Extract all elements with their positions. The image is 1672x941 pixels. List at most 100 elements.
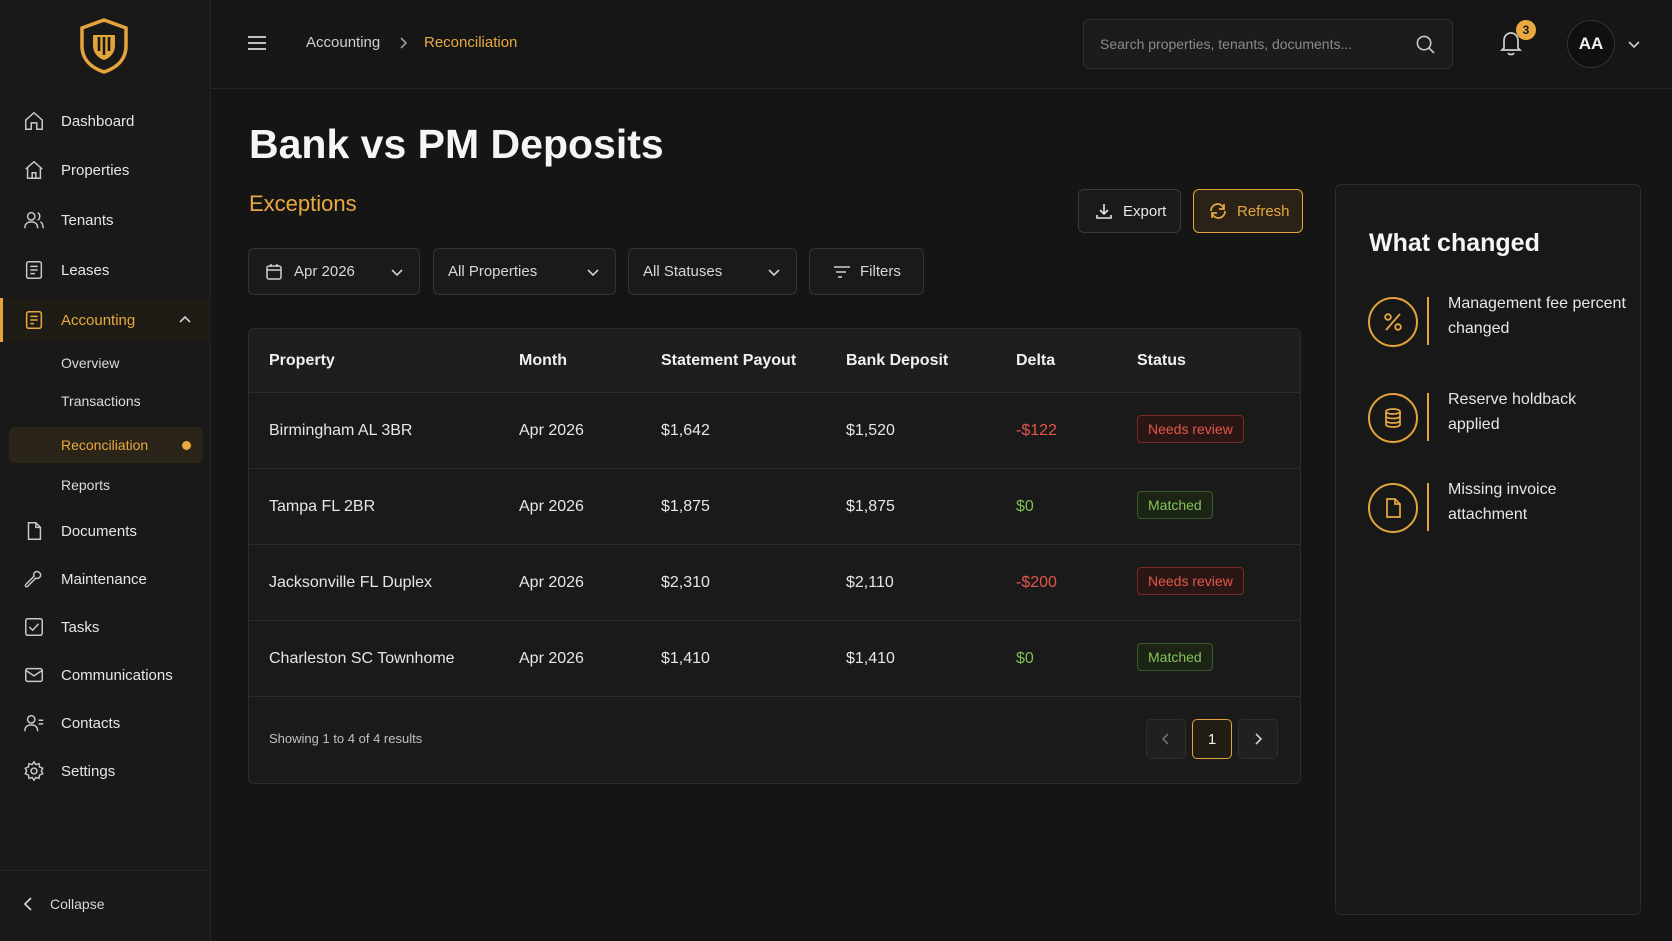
sidebar-item-settings[interactable]: Settings (0, 749, 211, 793)
section-title: Exceptions (249, 191, 357, 216)
percent-icon (1368, 297, 1418, 347)
notification-badge: 3 (1516, 20, 1536, 40)
filters-label: Filters (860, 263, 901, 280)
chevron-down-icon (389, 264, 405, 280)
statuses-select[interactable]: All Statuses (628, 248, 797, 295)
cell-property: Birmingham AL 3BR (269, 422, 413, 439)
bell-icon[interactable] (1498, 29, 1524, 57)
prev-page-button[interactable] (1146, 719, 1186, 759)
panel-title: What changed (1369, 229, 1540, 257)
sidebar-item-label: Tenants (61, 211, 114, 229)
status-badge: Matched (1137, 491, 1213, 519)
table-row[interactable]: Jacksonville FL Duplex Apr 2026 $2,310 $… (249, 546, 1300, 621)
page-button-current[interactable]: 1 (1192, 719, 1232, 759)
cell-delta: $0 (1016, 650, 1034, 667)
sidebar-item-communications[interactable]: Communications (0, 653, 211, 697)
cell-deposit: $2,110 (846, 574, 894, 591)
sidebar-item-label: Documents (61, 522, 137, 540)
change-item: Missing invoice attachment (1368, 477, 1628, 537)
month-select[interactable]: Apr 2026 (248, 248, 420, 295)
table-row[interactable]: Tampa FL 2BR Apr 2026 $1,875 $1,875 $0 M… (249, 470, 1300, 545)
column-header[interactable]: Status (1137, 352, 1186, 369)
breadcrumb-reconciliation[interactable]: Reconciliation (424, 34, 518, 51)
divider (1427, 483, 1429, 531)
sidebar-item-contacts[interactable]: Contacts (0, 701, 211, 745)
cell-month: Apr 2026 (519, 574, 584, 591)
change-text: Missing invoice attachment (1448, 481, 1557, 523)
sidebar-item-accounting[interactable]: Accounting (0, 298, 211, 342)
search-icon[interactable] (1415, 34, 1436, 55)
statuses-select-value: All Statuses (643, 263, 723, 280)
sidebar-item-leases[interactable]: Leases (0, 248, 211, 292)
cell-month: Apr 2026 (519, 422, 584, 439)
cell-delta: -$122 (1016, 422, 1057, 439)
chevron-left-icon (20, 895, 38, 913)
filters-button[interactable]: Filters (809, 248, 924, 295)
shield-logo-icon[interactable] (79, 18, 129, 74)
divider (1427, 393, 1429, 441)
avatar[interactable]: AA (1567, 20, 1615, 68)
cell-payout: $2,310 (661, 574, 710, 591)
sidebar-item-label: Settings (61, 762, 116, 780)
sidebar-item-tasks[interactable]: Tasks (0, 605, 211, 649)
sidebar-item-properties[interactable]: Properties (0, 148, 211, 192)
cell-delta: -$200 (1016, 574, 1057, 591)
collapse-label: Collapse (50, 896, 105, 912)
sidebar-subitem-overview[interactable]: Overview (9, 345, 203, 381)
what-changed-panel: What changed Management fee percent chan… (1335, 184, 1641, 915)
sidebar-item-label: Tasks (61, 618, 100, 636)
sidebar-subitem-label: Reconciliation (61, 437, 149, 453)
cell-deposit: $1,410 (846, 650, 895, 667)
sidebar-item-maintenance[interactable]: Maintenance (0, 557, 211, 601)
sidebar-subitem-label: Reports (61, 477, 111, 493)
export-button[interactable]: Export (1078, 189, 1181, 233)
cell-month: Apr 2026 (519, 650, 584, 667)
change-text: Management fee percent changed (1448, 295, 1626, 337)
collapse-button[interactable]: Collapse (20, 892, 104, 916)
properties-select[interactable]: All Properties (433, 248, 616, 295)
chevron-right-icon (396, 36, 410, 50)
sidebar-item-tenants[interactable]: Tenants (0, 198, 211, 242)
cell-property: Tampa FL 2BR (269, 498, 376, 515)
reconciliation-table: Property Month Statement Payout Bank Dep… (248, 328, 1301, 784)
cell-payout: $1,410 (661, 650, 710, 667)
chevron-left-icon (1161, 733, 1169, 745)
chevron-down-icon[interactable] (1626, 36, 1642, 52)
house-icon (23, 159, 45, 181)
sidebar-subitem-transactions[interactable]: Transactions (9, 383, 203, 419)
sidebar-item-label: Maintenance (61, 570, 147, 588)
status-badge: Needs review (1137, 567, 1244, 595)
next-page-button[interactable] (1238, 719, 1278, 759)
chevron-up-icon[interactable] (177, 312, 193, 328)
filter-lines-icon (832, 262, 852, 282)
sidebar-item-documents[interactable]: Documents (0, 509, 211, 553)
cell-month: Apr 2026 (519, 498, 584, 515)
table-row[interactable]: Charleston SC Townhome Apr 2026 $1,410 $… (249, 622, 1300, 697)
export-label: Export (1123, 202, 1167, 220)
chevron-right-icon (1255, 733, 1263, 745)
sidebar-footer: Collapse (0, 870, 211, 941)
cell-property: Charleston SC Townhome (269, 650, 455, 667)
column-header[interactable]: Statement Payout (661, 352, 797, 369)
results-count: Showing 1 to 4 of 4 results (269, 731, 423, 746)
refresh-button[interactable]: Refresh (1193, 189, 1303, 233)
sidebar-item-dashboard[interactable]: Dashboard (0, 99, 211, 143)
chevron-down-icon (585, 264, 601, 280)
contacts-icon (23, 712, 45, 734)
column-header[interactable]: Month (519, 352, 567, 369)
checkbox-icon (23, 616, 45, 638)
ledger-icon (23, 309, 45, 331)
search-input[interactable] (1100, 33, 1400, 55)
sidebar-item-label: Contacts (61, 714, 121, 732)
topbar: Accounting Reconciliation 3 AA (211, 0, 1672, 89)
column-header[interactable]: Delta (1016, 352, 1056, 369)
sidebar-subitem-reconciliation[interactable]: Reconciliation (9, 427, 203, 463)
column-header[interactable]: Property (269, 352, 335, 369)
sidebar-subitem-label: Overview (61, 355, 120, 371)
table-row[interactable]: Birmingham AL 3BR Apr 2026 $1,642 $1,520… (249, 394, 1300, 469)
sidebar-subitem-label: Transactions (61, 393, 141, 409)
menu-icon[interactable] (246, 32, 268, 54)
breadcrumb-accounting[interactable]: Accounting (306, 34, 381, 51)
column-header[interactable]: Bank Deposit (846, 352, 949, 369)
sidebar-subitem-reports[interactable]: Reports (9, 467, 203, 503)
